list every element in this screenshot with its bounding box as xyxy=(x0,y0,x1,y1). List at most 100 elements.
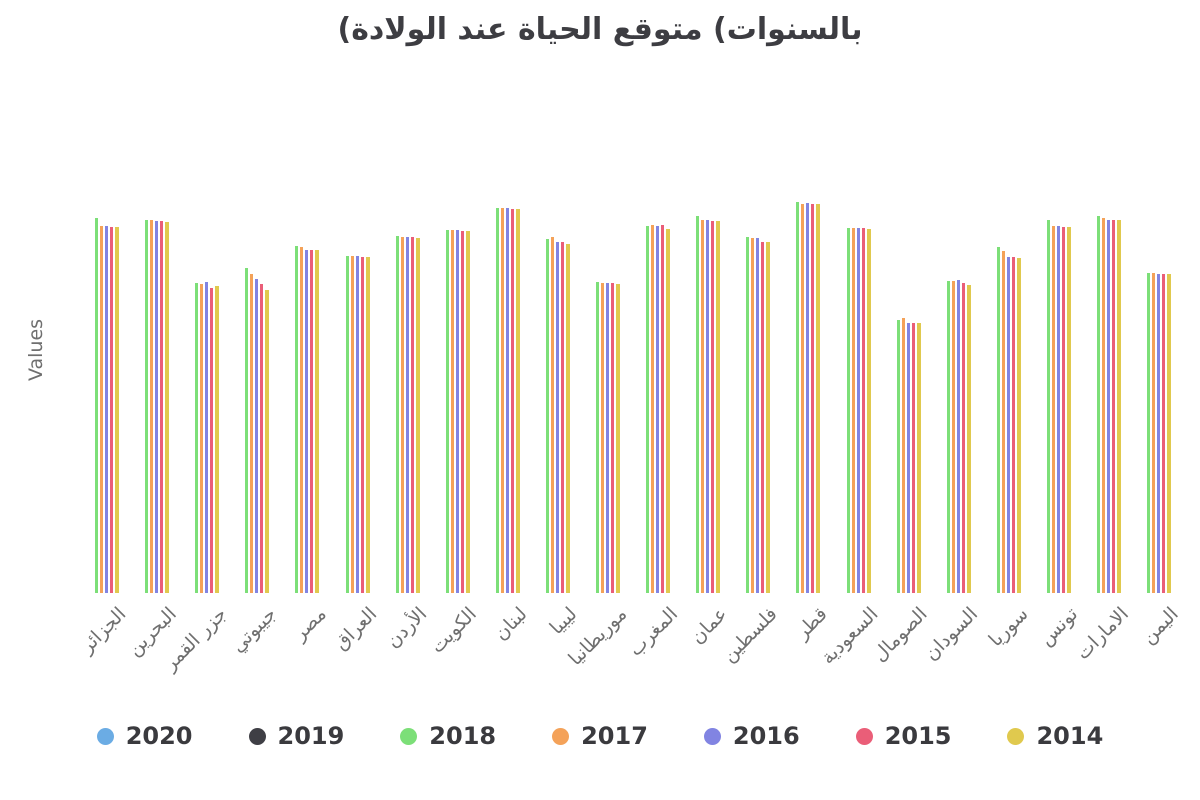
bar-2017[interactable] xyxy=(350,256,354,593)
bar-2016[interactable] xyxy=(255,279,259,593)
bar-2016[interactable] xyxy=(756,237,760,593)
bar-2016[interactable] xyxy=(305,249,309,593)
bar-2015[interactable] xyxy=(560,241,564,593)
bar-2014[interactable] xyxy=(766,241,771,593)
bar-2018[interactable] xyxy=(195,282,199,593)
bar-2017[interactable] xyxy=(300,247,304,593)
bar-2016[interactable] xyxy=(1006,256,1010,593)
bar-2018[interactable] xyxy=(1147,272,1151,593)
bar-2017[interactable] xyxy=(751,237,755,593)
bar-2014[interactable] xyxy=(716,220,721,593)
bar-2014[interactable] xyxy=(1066,226,1071,593)
bar-2016[interactable] xyxy=(856,228,860,593)
bar-2016[interactable] xyxy=(555,241,559,593)
bar-2017[interactable] xyxy=(500,207,504,593)
bar-2014[interactable] xyxy=(1167,274,1172,593)
bar-2017[interactable] xyxy=(150,220,154,593)
bar-2016[interactable] xyxy=(956,280,960,593)
legend-item-2016[interactable]: 2016 xyxy=(703,722,800,750)
bar-2018[interactable] xyxy=(545,238,549,593)
bar-2017[interactable] xyxy=(951,281,955,593)
bar-2014[interactable] xyxy=(1117,219,1121,593)
bar-2018[interactable] xyxy=(245,267,249,593)
bar-2014[interactable] xyxy=(465,231,470,593)
bar-2014[interactable] xyxy=(515,209,520,593)
bar-2015[interactable] xyxy=(410,237,414,593)
bar-2016[interactable] xyxy=(906,322,910,593)
bar-2014[interactable] xyxy=(165,221,170,593)
bar-2015[interactable] xyxy=(611,283,614,593)
bar-2016[interactable] xyxy=(706,219,710,593)
bar-2015[interactable] xyxy=(1162,273,1166,593)
bar-2018[interactable] xyxy=(946,281,950,593)
bar-2015[interactable] xyxy=(360,256,364,593)
legend-item-2015[interactable]: 2015 xyxy=(855,722,951,750)
legend-item-2018[interactable]: 2018 xyxy=(400,722,496,750)
bar-2014[interactable] xyxy=(265,289,270,593)
bar-2017[interactable] xyxy=(400,236,404,593)
bar-2018[interactable] xyxy=(395,236,399,593)
bar-2014[interactable] xyxy=(616,283,620,593)
bar-2017[interactable] xyxy=(1001,250,1005,593)
bar-2017[interactable] xyxy=(601,282,604,593)
bar-2016[interactable] xyxy=(105,226,108,593)
bar-2017[interactable] xyxy=(250,273,254,593)
bar-2015[interactable] xyxy=(210,287,214,593)
bar-2014[interactable] xyxy=(916,322,921,593)
legend-item-2019[interactable]: 2019 xyxy=(248,722,344,750)
bar-2015[interactable] xyxy=(661,225,665,593)
legend-item-2017[interactable]: 2017 xyxy=(552,722,648,750)
bar-2014[interactable] xyxy=(666,228,671,593)
bar-2018[interactable] xyxy=(495,207,499,593)
bar-2015[interactable] xyxy=(110,226,113,593)
bar-2014[interactable] xyxy=(1016,257,1021,593)
bar-2017[interactable] xyxy=(901,317,905,593)
bar-2015[interactable] xyxy=(911,322,915,593)
bar-2017[interactable] xyxy=(1152,273,1156,593)
bar-2014[interactable] xyxy=(816,203,821,593)
bar-2016[interactable] xyxy=(656,226,660,593)
bar-2017[interactable] xyxy=(701,219,705,593)
bar-2017[interactable] xyxy=(200,283,204,593)
bar-2015[interactable] xyxy=(260,283,264,593)
bar-2017[interactable] xyxy=(100,226,103,593)
bar-2018[interactable] xyxy=(445,229,449,593)
bar-2016[interactable] xyxy=(455,230,459,593)
bar-2016[interactable] xyxy=(505,208,509,593)
bar-2015[interactable] xyxy=(711,220,715,593)
bar-2015[interactable] xyxy=(160,221,164,593)
bar-2016[interactable] xyxy=(1157,273,1161,593)
bar-2014[interactable] xyxy=(415,237,420,593)
bar-2017[interactable] xyxy=(651,225,655,593)
bar-2014[interactable] xyxy=(315,250,320,593)
bar-2015[interactable] xyxy=(510,208,514,593)
bar-2016[interactable] xyxy=(1056,226,1060,593)
bar-2018[interactable] xyxy=(295,246,299,593)
bar-2014[interactable] xyxy=(365,257,370,593)
bar-2018[interactable] xyxy=(145,220,149,593)
bar-2017[interactable] xyxy=(450,230,454,593)
bar-2015[interactable] xyxy=(961,282,965,593)
bar-2018[interactable] xyxy=(1046,219,1050,593)
bar-2014[interactable] xyxy=(115,227,119,593)
bar-2015[interactable] xyxy=(460,230,464,593)
bar-2016[interactable] xyxy=(355,256,359,593)
bar-2014[interactable] xyxy=(565,243,570,593)
bar-2014[interactable] xyxy=(866,228,871,593)
bar-2017[interactable] xyxy=(1102,217,1105,593)
bar-2016[interactable] xyxy=(155,220,159,593)
bar-2015[interactable] xyxy=(861,228,865,593)
bar-2015[interactable] xyxy=(1011,256,1015,593)
bar-2016[interactable] xyxy=(806,202,810,593)
bar-2018[interactable] xyxy=(345,255,349,593)
bar-2014[interactable] xyxy=(966,284,971,593)
bar-2018[interactable] xyxy=(996,247,1000,593)
bar-2015[interactable] xyxy=(761,241,765,593)
bar-2017[interactable] xyxy=(550,236,554,593)
bar-2015[interactable] xyxy=(811,203,815,593)
bar-2018[interactable] xyxy=(646,225,650,593)
bar-2018[interactable] xyxy=(746,236,750,593)
bar-2014[interactable] xyxy=(215,286,220,593)
bar-2018[interactable] xyxy=(846,227,850,593)
bar-2017[interactable] xyxy=(851,227,855,593)
